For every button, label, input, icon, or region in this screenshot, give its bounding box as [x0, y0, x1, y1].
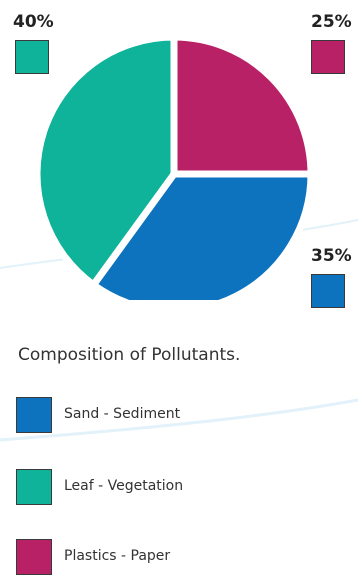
legend-swatch-sand [16, 397, 52, 433]
legend-swatch-plastics [16, 539, 52, 575]
marker-plastics [311, 40, 345, 74]
legend-swatch-leaf [16, 469, 52, 505]
pie-chart [33, 33, 315, 300]
legend-label-leaf: Leaf - Vegetation [64, 478, 184, 494]
pie-slice-sand-sediment [89, 170, 315, 300]
pie-slice-leaf-vegetation [33, 33, 178, 289]
chart-caption: Composition of Pollutants. [18, 345, 241, 365]
legend-label-sand: Sand - Sediment [64, 406, 181, 422]
marker-sand [311, 274, 345, 308]
legend-label-plastics: Plastics - Paper [64, 548, 171, 564]
marker-leaf [15, 40, 49, 74]
label-sand-percent: 35% [311, 246, 352, 266]
pie-slice-plastics-paper [170, 33, 315, 178]
label-plastics-percent: 25% [311, 12, 352, 32]
label-leaf-percent: 40% [13, 12, 54, 32]
